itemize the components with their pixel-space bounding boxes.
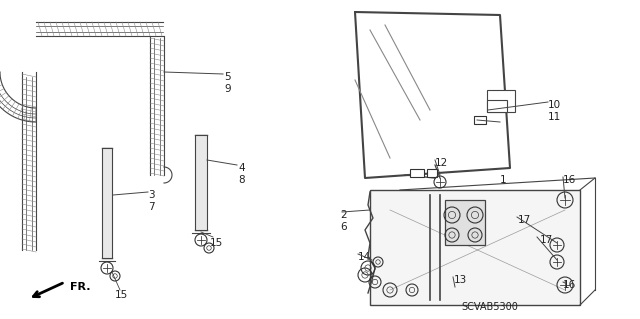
Text: 4
8: 4 8: [238, 163, 244, 185]
Text: 12: 12: [435, 158, 448, 168]
Text: 16: 16: [563, 175, 576, 185]
Text: 17: 17: [518, 215, 531, 225]
Text: 10
11: 10 11: [548, 100, 561, 122]
Text: 5
9: 5 9: [224, 72, 230, 93]
Bar: [370, 190, 580, 305]
Bar: [474, 116, 486, 124]
Text: 3
7: 3 7: [148, 190, 155, 211]
Text: 13: 13: [454, 275, 467, 285]
Bar: [487, 90, 515, 112]
Text: 1: 1: [500, 175, 507, 185]
Bar: [427, 169, 437, 177]
Text: 14: 14: [358, 252, 371, 262]
Bar: [195, 135, 207, 230]
Text: 2
6: 2 6: [340, 210, 347, 232]
Text: SCVAB5300: SCVAB5300: [461, 302, 518, 312]
Text: 17: 17: [540, 235, 553, 245]
Bar: [102, 148, 112, 258]
Bar: [487, 100, 507, 112]
Bar: [410, 169, 424, 177]
Text: 16: 16: [563, 280, 576, 290]
Text: FR.: FR.: [70, 282, 90, 292]
Text: 15: 15: [209, 238, 223, 248]
Text: 15: 15: [115, 290, 127, 300]
Bar: [445, 200, 485, 245]
